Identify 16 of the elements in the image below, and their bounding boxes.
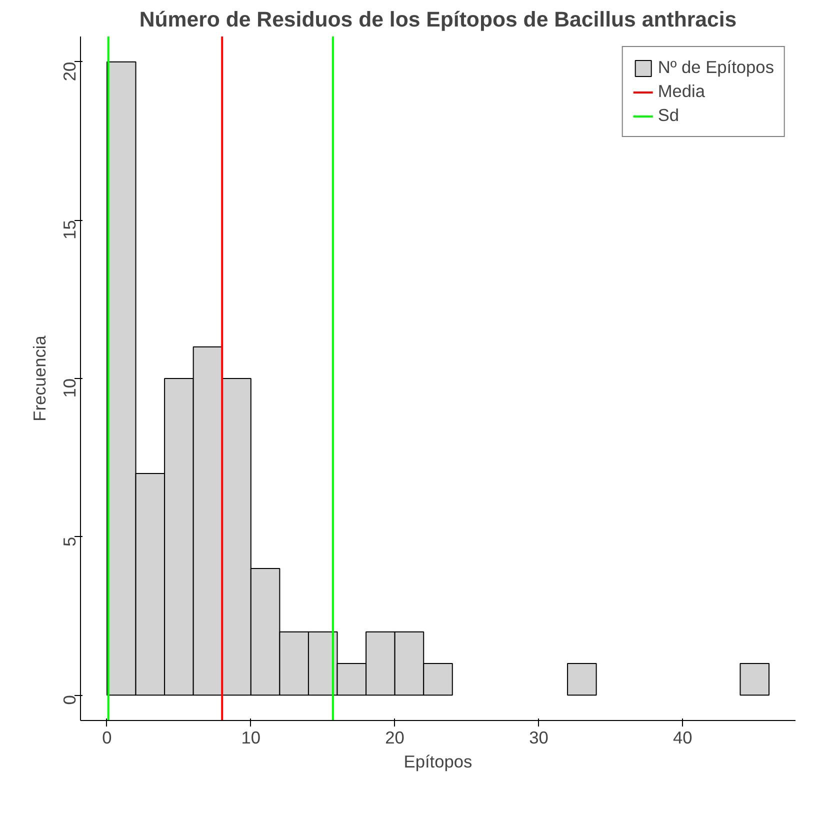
x-tick-label: 30 xyxy=(529,728,548,748)
legend-label: Sd xyxy=(658,105,680,126)
legend-label: Nº de Epítopos xyxy=(658,57,774,78)
x-tick-label: 10 xyxy=(241,728,261,748)
y-axis-title: Frecuencia xyxy=(30,335,50,422)
x-tick-label: 0 xyxy=(102,728,112,748)
y-tick-label: 15 xyxy=(60,220,80,240)
y-tick-label: 20 xyxy=(60,62,80,82)
x-axis-title: Epítopos xyxy=(404,752,473,772)
x-tick-label: 40 xyxy=(673,728,692,748)
y-tick-label: 5 xyxy=(60,536,80,546)
legend-label: Media xyxy=(658,81,706,102)
y-tick-label: 0 xyxy=(60,695,80,705)
x-tick-label: 20 xyxy=(385,728,404,748)
y-tick-label: 10 xyxy=(60,378,80,398)
chart-title: Número de Residuos de los Epítopos de Bacillus anthracis xyxy=(139,8,737,32)
